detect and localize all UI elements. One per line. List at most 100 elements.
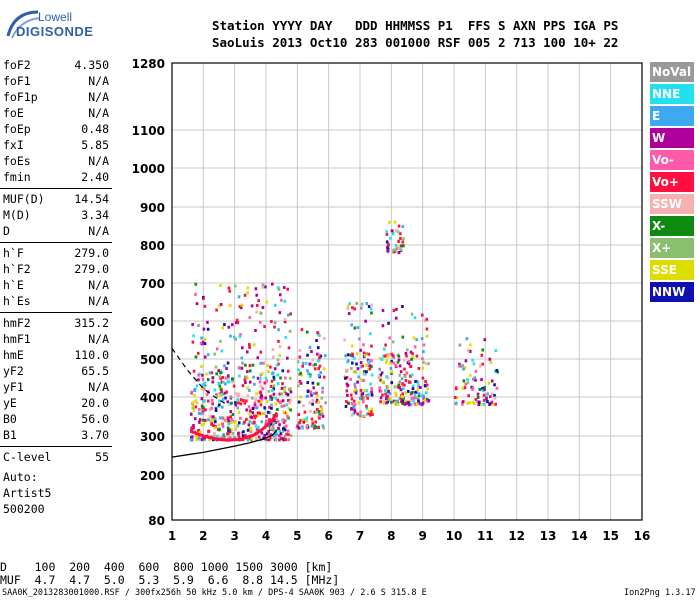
echo-point xyxy=(244,375,248,379)
echo-point xyxy=(222,432,225,436)
echo-point xyxy=(299,400,302,404)
echo-point xyxy=(254,397,258,401)
echo-point xyxy=(296,425,299,429)
echo-point xyxy=(404,351,408,355)
echo-point xyxy=(267,429,271,433)
param-row: foEs N/A xyxy=(3,154,109,170)
echo-point xyxy=(240,303,244,307)
echo-point xyxy=(270,406,273,410)
echo-point xyxy=(399,370,403,374)
echo-point xyxy=(220,422,224,426)
echo-point xyxy=(379,376,382,380)
echo-point xyxy=(226,417,230,421)
echo-point xyxy=(211,402,214,406)
echo-point xyxy=(214,365,218,369)
echo-point xyxy=(229,415,233,419)
echo-point xyxy=(194,282,198,286)
echo-point xyxy=(225,419,229,423)
echo-point xyxy=(190,427,194,431)
echo-point xyxy=(231,413,235,417)
echo-point xyxy=(314,410,318,414)
echo-point xyxy=(195,302,199,306)
echo-point xyxy=(262,411,266,415)
echo-point xyxy=(287,438,291,442)
echo-point xyxy=(395,307,398,311)
echo-point xyxy=(392,361,396,365)
echo-point xyxy=(248,343,251,347)
echo-point xyxy=(391,232,395,236)
echo-point xyxy=(249,429,253,433)
echo-point xyxy=(224,376,228,380)
echo-point xyxy=(269,426,273,430)
echo-point xyxy=(396,360,400,364)
echo-point xyxy=(200,423,204,427)
echo-point xyxy=(252,414,256,418)
echo-point xyxy=(397,354,401,358)
echo-point xyxy=(321,414,325,418)
echo-point xyxy=(393,220,397,224)
echo-point xyxy=(381,308,385,312)
params-separator xyxy=(0,188,112,189)
echo-point xyxy=(288,401,291,405)
echo-point xyxy=(317,410,321,414)
echo-point xyxy=(381,393,384,397)
echo-point xyxy=(350,344,354,348)
echo-point xyxy=(390,371,393,375)
echo-point xyxy=(381,380,384,384)
echo-point xyxy=(277,339,280,343)
echo-point xyxy=(476,395,480,399)
echo-point xyxy=(195,435,199,439)
echo-point xyxy=(195,378,199,382)
echo-point xyxy=(316,394,319,398)
echo-point xyxy=(303,410,307,414)
param-value: 5.85 xyxy=(81,138,109,152)
echo-point xyxy=(206,320,209,324)
echo-point xyxy=(405,354,408,358)
echo-point xyxy=(210,422,214,426)
echo-point xyxy=(353,403,357,407)
echo-point xyxy=(287,346,291,350)
echo-point xyxy=(401,387,405,391)
echo-point xyxy=(283,428,287,432)
echo-point xyxy=(413,345,417,349)
param-name: h`F xyxy=(3,246,24,260)
echo-point xyxy=(270,319,273,323)
echo-point xyxy=(422,394,426,398)
echo-point xyxy=(244,434,247,438)
echo-point xyxy=(215,308,218,312)
echo-point xyxy=(399,400,403,404)
echo-point xyxy=(278,392,282,396)
echo-point xyxy=(194,292,197,296)
echo-point xyxy=(458,364,461,368)
echo-point xyxy=(272,427,276,431)
echo-point xyxy=(414,379,417,383)
echo-point xyxy=(353,410,357,414)
echo-point xyxy=(245,370,249,374)
echo-point xyxy=(385,361,388,365)
param-row: B1 3.70 xyxy=(3,428,109,444)
echo-point xyxy=(494,349,498,353)
param-row: h`F 279.0 xyxy=(3,246,109,262)
echo-point xyxy=(474,369,478,373)
echo-point xyxy=(486,392,489,396)
echo-point xyxy=(461,386,464,390)
echo-point xyxy=(362,351,366,355)
echo-point xyxy=(299,381,303,385)
param-value: 279.0 xyxy=(74,262,109,276)
echo-point xyxy=(304,418,307,422)
echo-point xyxy=(213,388,217,392)
echo-point xyxy=(287,313,290,317)
echo-point xyxy=(320,396,324,400)
echo-point xyxy=(255,293,259,297)
echo-point xyxy=(275,363,279,367)
echo-point xyxy=(248,413,252,417)
echo-point xyxy=(221,326,224,330)
muf-value-row: MUF 4.7 4.7 5.0 5.3 5.9 6.6 8.8 14.5 [MH… xyxy=(0,573,340,587)
param-value: 3.70 xyxy=(81,428,109,442)
echo-point xyxy=(201,373,204,377)
echo-point xyxy=(230,323,234,327)
echo-point xyxy=(310,424,314,428)
echo-point xyxy=(322,426,326,430)
echo-point xyxy=(244,381,247,385)
